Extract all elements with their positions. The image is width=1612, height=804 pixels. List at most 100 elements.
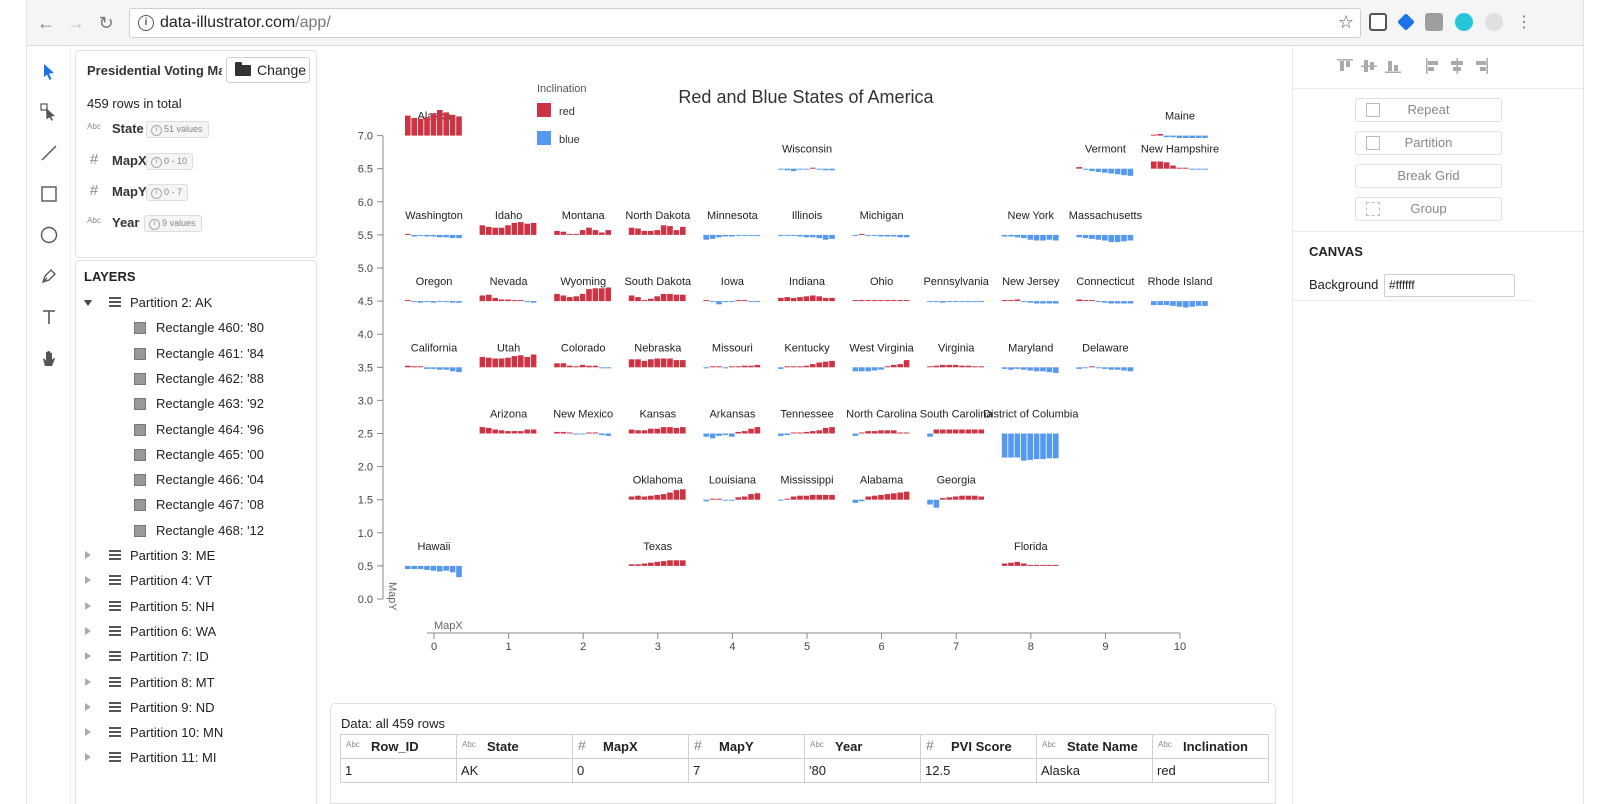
layer-rectangle[interactable]: Rectangle 466: '04 [76, 468, 316, 492]
state-bar [871, 495, 878, 500]
expand-triangle-closed-icon[interactable] [85, 702, 91, 711]
column-header[interactable]: # MapY [688, 734, 805, 759]
align-center-icon[interactable] [1449, 58, 1465, 74]
state-label: Connecticut [1076, 276, 1134, 288]
layer-partition[interactable]: Partition 11: MI [76, 746, 316, 770]
layer-rectangle[interactable]: Rectangle 467: '08 [76, 493, 316, 517]
partition-button[interactable]: Partition [1355, 131, 1502, 155]
field-summary-badge[interactable]: 0 - 10 [146, 153, 194, 170]
state-bar [1127, 301, 1134, 304]
expand-triangle-closed-icon[interactable] [85, 677, 91, 686]
state-bar [648, 562, 654, 566]
expand-triangle-closed-icon[interactable] [85, 652, 91, 661]
address-bar[interactable]: i data-illustrator.com/app/ ☆ [129, 8, 1361, 38]
url-text[interactable]: data-illustrator.com/app/ [160, 14, 331, 31]
state-bar [680, 560, 686, 566]
expand-triangle-closed-icon[interactable] [85, 551, 91, 559]
layer-rectangle[interactable]: Rectangle 463: '92 [76, 392, 316, 416]
back-icon[interactable]: ← [37, 13, 55, 33]
column-header[interactable]: # PVI Score [920, 734, 1037, 759]
state-bar [754, 301, 761, 303]
rectangle-layer-icon [134, 322, 146, 335]
browser-menu-icon[interactable]: ⋮ [1516, 14, 1532, 31]
layer-rectangle[interactable]: Rectangle 461: '84 [76, 342, 316, 366]
pen-tool-icon[interactable] [39, 266, 59, 286]
direct-select-tool-icon[interactable] [39, 102, 59, 122]
extension-grey-icon[interactable] [1425, 13, 1443, 31]
canvas-area[interactable]: Red and Blue States of America 0.0 0.5 1.0 1… [323, 47, 1289, 697]
state-bar [897, 364, 903, 368]
layer-rectangle[interactable]: Rectangle 468: '12 [76, 519, 316, 543]
layer-rectangle[interactable]: Rectangle 465: '00 [76, 443, 316, 467]
field-summary-badge[interactable]: 0 - 7 [146, 184, 189, 201]
rectangle-tool-icon[interactable] [39, 184, 59, 204]
expand-triangle-closed-icon[interactable] [85, 728, 91, 737]
site-info-icon[interactable]: i [138, 15, 154, 31]
text-tool-icon[interactable] [39, 307, 59, 327]
background-color-input[interactable]: #ffffff [1384, 274, 1515, 297]
legend-swatch-blue [537, 131, 551, 145]
state-bar [884, 366, 891, 368]
profile-avatar-icon[interactable] [1455, 13, 1473, 31]
expand-triangle-open-icon[interactable] [84, 300, 92, 306]
state-bar [667, 560, 673, 566]
field-summary-badge[interactable]: 51 values [146, 121, 209, 138]
align-bottom-icon[interactable] [1385, 58, 1401, 74]
state-bar [1170, 135, 1176, 138]
forward-icon[interactable]: → [67, 13, 85, 33]
layer-rectangle[interactable]: Rectangle 464: '96 [76, 418, 316, 442]
break-grid-button[interactable]: Break Grid [1355, 164, 1502, 188]
bookmark-star-icon[interactable]: ☆ [1337, 12, 1354, 32]
change-dataset-button[interactable]: Change [226, 57, 310, 83]
field-summary-badge[interactable]: 9 values [144, 215, 202, 232]
select-tool-icon[interactable] [39, 62, 59, 82]
extension-circle-icon[interactable] [1485, 13, 1503, 31]
state-bar [586, 432, 592, 434]
extension-diamond-icon[interactable] [1397, 13, 1415, 31]
layer-partition[interactable]: Partition 2: AK [76, 291, 316, 315]
column-header[interactable]: Abc State Name [1036, 734, 1153, 759]
column-header[interactable]: Abc Inclination [1152, 734, 1269, 759]
repeat-button[interactable]: Repeat [1355, 98, 1502, 122]
expand-triangle-closed-icon[interactable] [85, 601, 91, 610]
layer-partition[interactable]: Partition 10: MN [76, 721, 316, 745]
column-header[interactable]: Abc Row_ID [340, 734, 457, 759]
state-bar [803, 431, 810, 434]
hand-tool-icon[interactable] [39, 348, 59, 368]
layer-rectangle[interactable]: Rectangle 462: '88 [76, 367, 316, 391]
layer-partition[interactable]: Partition 3: ME [76, 544, 316, 568]
layer-partition[interactable]: Partition 6: WA [76, 620, 316, 644]
chart[interactable]: Red and Blue States of America 0.0 0.5 1.0 1… [323, 47, 1289, 697]
layer-partition[interactable]: Partition 4: VT [76, 569, 316, 593]
column-header[interactable]: Abc Year [804, 734, 921, 759]
column-header[interactable]: Abc State [456, 734, 573, 759]
column-header[interactable]: # MapX [572, 734, 689, 759]
group-button[interactable]: Group [1355, 197, 1502, 221]
table-row[interactable]: 1 AK 0 7'80 12.5 Alaska red [340, 758, 1269, 783]
circle-tool-icon[interactable] [39, 225, 59, 245]
align-top-icon[interactable] [1337, 58, 1353, 74]
state-bar [449, 234, 456, 239]
layer-partition[interactable]: Partition 5: NH [76, 595, 316, 619]
layer-partition[interactable]: Partition 8: MT [76, 671, 316, 695]
partition-layer-icon [109, 575, 121, 587]
state-bar [673, 230, 680, 235]
state-bar [1053, 234, 1059, 241]
state-bar [778, 433, 784, 436]
expand-triangle-closed-icon[interactable] [85, 753, 91, 762]
expand-triangle-closed-icon[interactable] [85, 576, 91, 585]
layer-partition[interactable]: Partition 7: ID [76, 645, 316, 669]
state-bar [1053, 367, 1059, 373]
layer-rectangle[interactable]: Rectangle 460: '80 [76, 316, 316, 340]
state-bar [1001, 300, 1008, 302]
expand-triangle-closed-icon[interactable] [85, 626, 91, 635]
line-tool-icon[interactable] [39, 143, 59, 163]
align-left-icon[interactable] [1425, 58, 1441, 74]
align-right-icon[interactable] [1473, 58, 1489, 74]
layer-partition[interactable]: Partition 9: ND [76, 696, 316, 720]
cast-icon[interactable] [1369, 13, 1387, 31]
state-bar [1008, 367, 1014, 370]
state-bar [859, 300, 865, 302]
reload-icon[interactable]: ↻ [98, 13, 114, 33]
align-middle-icon[interactable] [1361, 58, 1377, 74]
